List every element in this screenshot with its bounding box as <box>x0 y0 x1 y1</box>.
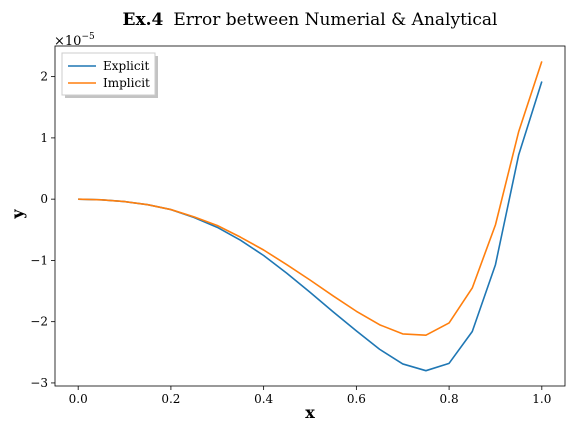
y-scale-offset: ×10−5 <box>54 32 95 49</box>
y-scale-base: ×10 <box>54 34 81 49</box>
chart-title: Ex.4 Error between Numerial & Analytical <box>123 10 498 30</box>
y-tick-label: −2 <box>30 315 48 329</box>
x-tick-label: 0.2 <box>161 392 180 406</box>
x-tick-label: 0.4 <box>254 392 273 406</box>
plot-area <box>78 61 543 372</box>
legend-label-implicit: Implicit <box>103 76 150 90</box>
y-axis-label: y <box>8 209 27 220</box>
axes <box>54 45 566 387</box>
x-tick-label: 0.6 <box>347 392 366 406</box>
axes-frame <box>54 45 566 387</box>
legend: Explicit Implicit <box>61 52 158 98</box>
y-tick-label: 2 <box>40 70 48 84</box>
y-tick-label: 0 <box>40 192 48 206</box>
x-axis-label: x <box>305 403 315 422</box>
series-line-implicit <box>78 61 543 336</box>
x-tick-label: 0.8 <box>440 392 459 406</box>
x-tick-label: 0.0 <box>69 392 88 406</box>
y-tick-label: −1 <box>30 253 48 267</box>
y-tick-label: −3 <box>30 376 48 390</box>
legend-box <box>61 52 156 96</box>
y-tick-label: 1 <box>40 131 48 145</box>
chart-title-rest: Error between Numerial & Analytical <box>173 10 497 30</box>
series-line-explicit <box>78 81 543 372</box>
chart-title-bold: Ex.4 <box>123 10 164 30</box>
ticks: 0.0 0.2 0.4 0.6 0.8 1.0 −3 −2 −1 0 1 2 <box>30 70 551 406</box>
legend-label-explicit: Explicit <box>103 59 149 73</box>
x-tick-label: 1.0 <box>532 392 551 406</box>
y-scale-exponent: −5 <box>81 32 95 42</box>
